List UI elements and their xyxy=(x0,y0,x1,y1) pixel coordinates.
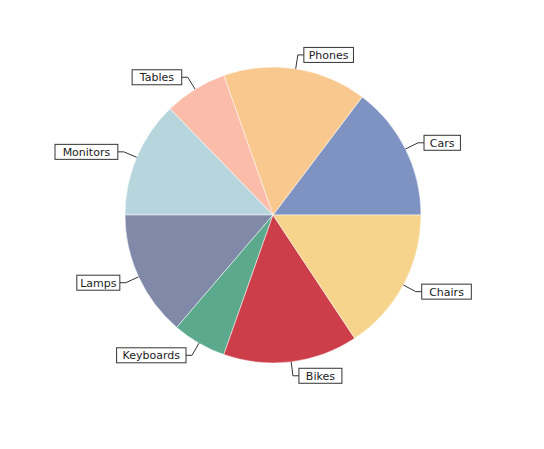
svg-text:Bikes: Bikes xyxy=(306,370,335,383)
svg-text:Chairs: Chairs xyxy=(429,286,464,299)
svg-text:Tables: Tables xyxy=(139,71,174,84)
svg-text:Lamps: Lamps xyxy=(80,277,117,290)
svg-text:Keyboards: Keyboards xyxy=(123,349,181,362)
svg-text:Cars: Cars xyxy=(430,137,455,150)
svg-text:Phones: Phones xyxy=(309,49,349,62)
svg-text:Monitors: Monitors xyxy=(63,146,111,159)
